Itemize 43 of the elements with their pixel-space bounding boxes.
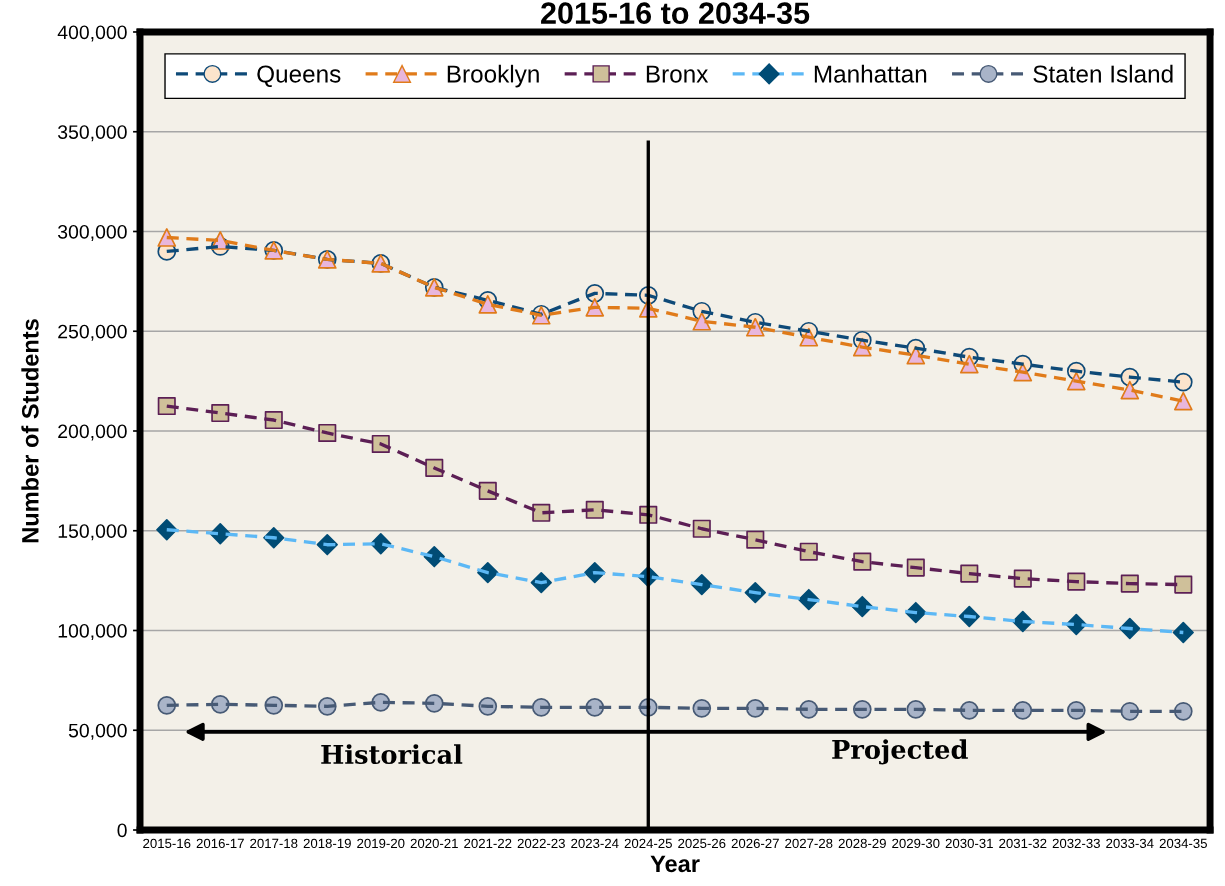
x-tick-label: 2027-28 [785,838,833,849]
point [692,311,712,331]
x-tick-label: 2030-31 [945,838,993,849]
x-tick-label: 2029-30 [892,838,940,849]
y-tick-label: 100,000 [58,623,127,641]
legend-label: Staten Island [1033,64,1173,83]
y-tick-label: 350,000 [57,125,127,142]
x-tick-label: 2032-33 [1052,838,1100,849]
legend-label: Brooklyn [447,64,539,88]
x-tick-label: 2028-29 [838,838,886,849]
y-tick-label: 300,000 [57,224,127,242]
point [1173,391,1193,411]
x-axis-title: Year [650,855,700,873]
x-tick-label: 2023-24 [571,838,619,849]
annotation: Historical [321,744,463,765]
legend-label: Manhattan [814,64,927,83]
x-tick-label: 2016-17 [196,838,244,849]
y-tick-label: 0 [117,823,127,838]
chart-title: 2015-16 to 2034-35 [541,2,810,24]
y-tick-label: 150,000 [58,524,127,541]
y-tick-label: 50,000 [68,723,127,740]
x-tick-label: 2034-35 [1159,838,1207,849]
y-tick-label: 250,000 [58,324,127,341]
legend-label: Queens [257,65,341,87]
point [959,354,979,374]
x-tick-label: 2022-23 [517,838,565,849]
point [1120,380,1140,400]
x-tick-label: 2019-20 [357,838,405,849]
y-axis-title: Number of Students [21,319,39,543]
y-tick-label: 400,000 [57,25,127,42]
x-tick-label: 2026-27 [731,838,779,849]
annotation: Projected [832,739,968,765]
x-tick-label: 2015-16 [143,838,191,849]
x-tick-label: 2024-25 [624,838,672,849]
legend-label: Bronx [646,65,709,83]
y-tick-label: 200,000 [58,424,127,441]
x-tick-label: 2031-32 [999,838,1047,849]
x-tick-label: 2025-26 [678,838,726,849]
x-tick-label: 2018-19 [303,838,351,849]
x-tick-label: 2033-34 [1106,838,1154,849]
x-tick-label: 2020-21 [410,838,458,849]
x-tick-label: 2017-18 [250,838,298,849]
x-tick-label: 2021-22 [464,838,512,849]
